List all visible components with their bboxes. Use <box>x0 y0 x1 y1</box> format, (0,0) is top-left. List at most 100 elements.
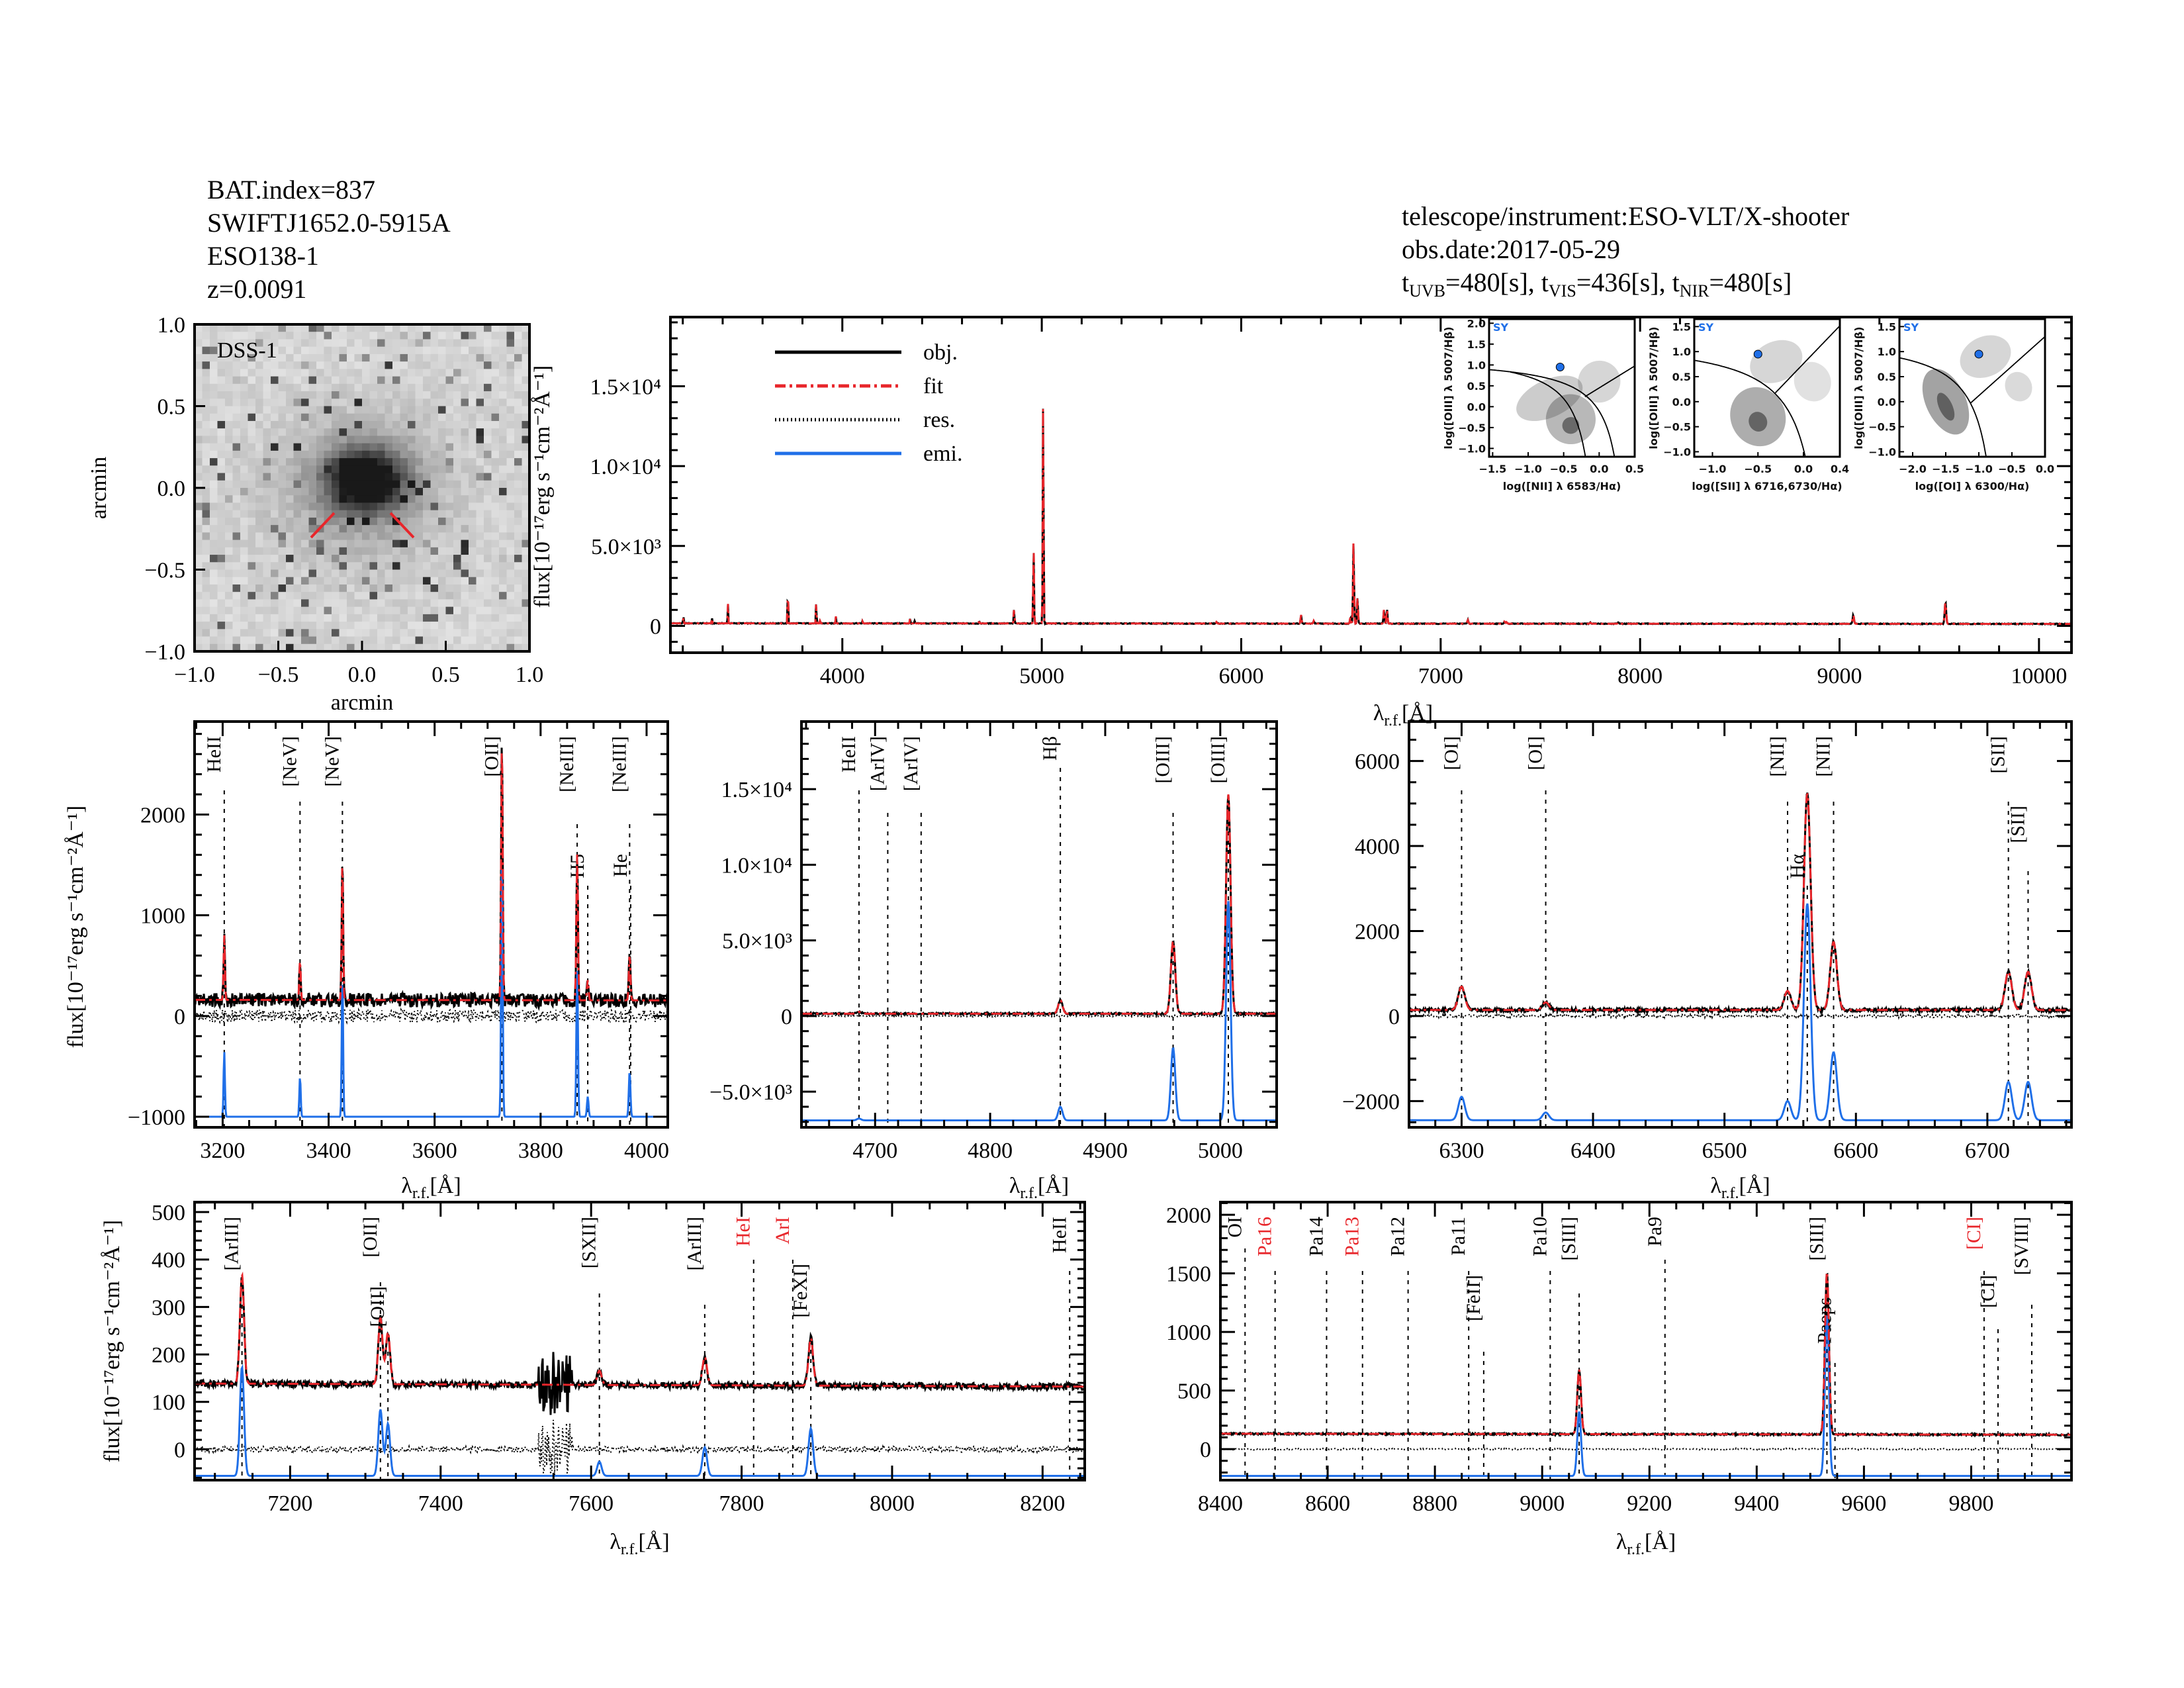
line-label: [SIII] <box>1805 1217 1827 1261</box>
dss-pixel <box>308 592 317 600</box>
dss-pixel <box>461 420 469 429</box>
dss-pixel <box>332 428 340 437</box>
dss-pixel <box>332 436 340 444</box>
dss-pixel <box>278 606 287 615</box>
panel-nir: OI Pa16 Pa14 Pa13 Pa12 Pa11[FeII]Pa10 [SIII] Pa… <box>1166 1201 2073 1558</box>
dss-pixel <box>430 592 439 600</box>
dss-pixel <box>217 428 226 437</box>
dss-pixel <box>392 488 401 496</box>
dss-pixel <box>263 332 271 340</box>
dss-pixel <box>240 555 249 563</box>
dss-pixel <box>438 629 447 637</box>
dss-pixel <box>445 629 454 637</box>
dss-pixel <box>301 324 310 332</box>
dss-pixel <box>484 532 492 541</box>
dss-pixel <box>362 339 371 348</box>
dss-pixel <box>332 577 340 585</box>
dss-pixel <box>255 532 264 541</box>
dss-pixel <box>438 592 447 600</box>
dss-pixel <box>385 391 393 399</box>
dss-pixel <box>491 502 500 511</box>
dss-pixel <box>248 577 256 585</box>
dss-pixel <box>369 510 378 518</box>
dss-pixel <box>316 406 325 414</box>
dss-pixel <box>301 339 310 348</box>
dss-pixel <box>415 606 424 615</box>
series-fit <box>195 753 668 1002</box>
bat-index: BAT.index=837 <box>207 175 375 205</box>
inset-bpt-sii: SY−1.0 −0.5 0.0 0.4−1.0−0.50.00.51.01.5log(… <box>1647 318 1849 492</box>
dss-pixel <box>232 636 241 645</box>
dss-pixel <box>248 555 256 563</box>
dss-pixel <box>377 502 386 511</box>
dss-pixel <box>248 406 256 414</box>
y-tick-label: 0.5 <box>1672 371 1691 383</box>
dss-pixel <box>202 517 210 526</box>
x-tick-label: 4000 <box>820 664 865 688</box>
dss-pixel <box>232 525 241 533</box>
dss-pixel <box>514 592 523 600</box>
dss-pixel <box>324 510 332 518</box>
dss-pixel <box>362 353 371 362</box>
dss-pixel <box>263 517 271 526</box>
dss-pixel <box>469 383 477 392</box>
dss-pixel <box>392 599 401 608</box>
dss-pixel <box>278 547 287 555</box>
x-tick-label: 9600 <box>1841 1491 1886 1516</box>
demarcation-line <box>1899 357 1987 457</box>
dss-pixel <box>339 413 347 422</box>
dss-pixel <box>210 346 218 355</box>
dss-pixel <box>202 539 210 548</box>
dss-pixel <box>499 502 508 511</box>
dss-pixel <box>217 510 226 518</box>
dss-pixel <box>354 458 363 466</box>
dss-pixel <box>362 458 371 466</box>
dss-pixel <box>324 324 332 332</box>
dss-pixel <box>461 584 469 592</box>
dss-pixel <box>461 376 469 385</box>
dss-pixel <box>240 592 249 600</box>
dss-pixel <box>430 643 439 652</box>
dss-pixel <box>293 622 302 630</box>
dss-pixel <box>271 420 279 429</box>
dss-pixel <box>423 555 432 563</box>
dss-pixel <box>445 436 454 444</box>
dss-pixel <box>286 399 295 407</box>
dss-pixel <box>195 480 203 489</box>
dss-pixel <box>308 636 317 645</box>
dss-pixel <box>301 562 310 571</box>
dss-pixel <box>377 361 386 369</box>
dss-pixel <box>369 592 378 600</box>
dss-pixel <box>430 436 439 444</box>
x-tick-label: 8800 <box>1412 1491 1457 1516</box>
spectra <box>195 747 668 1118</box>
dss-pixel <box>202 614 210 622</box>
dss-pixel <box>385 622 393 630</box>
dss-pixel <box>522 369 530 377</box>
dss-pixel <box>217 324 226 332</box>
dss-pixel <box>202 502 210 511</box>
dss-pixel <box>308 413 317 422</box>
dss-pixel <box>476 458 484 466</box>
dss-pixel <box>210 539 218 548</box>
line-label: [ArIV] <box>866 736 888 791</box>
demarcation-line <box>1774 325 1840 394</box>
x-tick-label: −1.0 <box>1965 463 1993 475</box>
dss-pixel <box>423 428 432 437</box>
x-tick-label: 3800 <box>518 1139 563 1163</box>
dss-pixel <box>263 458 271 466</box>
x-tick-label: 10000 <box>2011 664 2067 688</box>
dss-pixel <box>195 436 203 444</box>
dss-pixel <box>324 525 332 533</box>
dss-pixel <box>217 376 226 385</box>
dss-pixel <box>484 569 492 578</box>
dss-pixel <box>438 361 447 369</box>
dss-pixel <box>377 622 386 630</box>
dss-pixel <box>415 376 424 385</box>
dss-pixel <box>263 614 271 622</box>
y-tick-label: 0 <box>781 1005 792 1029</box>
dss-pixel <box>271 450 279 459</box>
y-tick-label: −1.0 <box>1458 442 1486 455</box>
